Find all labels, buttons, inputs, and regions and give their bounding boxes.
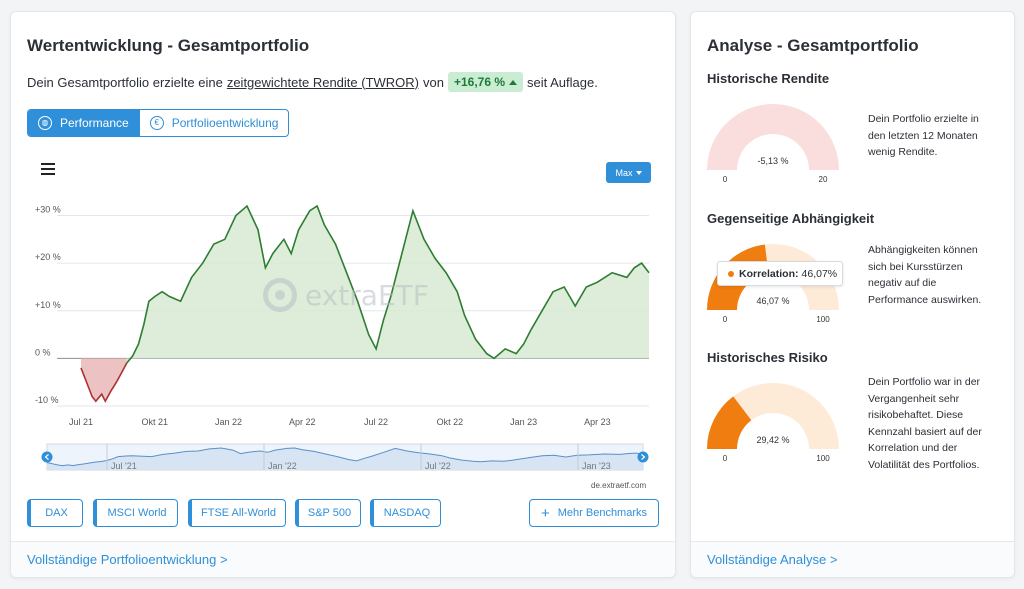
x-tick-label: Jul 22 (364, 417, 388, 427)
plus-icon: + (540, 504, 550, 522)
navigator-label: Jan '23 (582, 461, 611, 471)
chart-credit: de.extraetf.com (591, 481, 647, 490)
description-correlation: Abhängigkeiten können sich bei Kursstürz… (868, 244, 982, 306)
summary-text-after: seit Auflage. (527, 74, 598, 90)
x-tick-label: Okt 22 (437, 417, 464, 427)
range-label: Max (615, 167, 633, 178)
more-benchmarks-label: Mehr Benchmarks (557, 507, 648, 519)
gauge-min: 0 (723, 454, 728, 463)
x-tick-label: Jan 23 (510, 417, 537, 427)
hamburger-menu-icon[interactable] (41, 163, 55, 178)
chevron-right-icon (641, 454, 646, 460)
euro-icon: € (149, 116, 164, 130)
x-tick-label: Apr 23 (584, 417, 611, 427)
section-title-historical-return: Historische Rendite (707, 71, 830, 86)
return-badge: +16,76 % (447, 72, 524, 92)
card-footer: Vollständige Portfolioentwicklung > (11, 541, 675, 577)
gauge-track (707, 104, 839, 170)
return-value: +16,76 % (453, 75, 506, 89)
gauge-max: 100 (816, 315, 830, 324)
correlation-tooltip: Korrelation: 46,07% (717, 261, 843, 286)
gauge-historical-risk: 29,42 % 0 100 (707, 383, 839, 463)
gauge-value: -5,13 % (757, 156, 788, 166)
benchmark-button-dax[interactable]: DAX (27, 499, 83, 527)
navigator-label: Jan '22 (268, 461, 297, 471)
extraetf-logo-icon (263, 278, 297, 312)
watermark-text: extraETF (305, 278, 429, 312)
navigator-right-handle[interactable] (637, 451, 649, 463)
y-tick-label: -10 % (35, 395, 59, 405)
performance-line (126, 204, 650, 364)
description-historical-return: Dein Portfolio erzielte in den letzten 1… (868, 113, 979, 158)
chevron-left-icon (44, 454, 49, 460)
orange-dot-icon (728, 270, 734, 277)
analysis-card: Analyse - Gesamtportfolio Historische Re… (690, 11, 1015, 578)
tooltip-value: 46,07% (801, 267, 838, 280)
card-title: Wertentwicklung - Gesamtportfolio (27, 36, 310, 55)
navigator-label: Jul '22 (425, 461, 451, 471)
view-toggle: ◍ Performance € Portfolioentwicklung (27, 109, 290, 137)
gauge-min: 0 (723, 175, 728, 184)
section-title-correlation: Gegenseitige Abhängigkeit (707, 211, 875, 226)
performance-card: Wertentwicklung - Gesamtportfolio Dein G… (10, 11, 676, 578)
gauge-historical-return: -5,13 % 0 20 (707, 104, 839, 184)
card-title: Analyse - Gesamtportfolio (707, 36, 919, 55)
description-historical-risk: Dein Portfolio war in der Vergangenheit … (868, 376, 982, 471)
tooltip-label: Korrelation: (739, 267, 799, 280)
gauge-min: 0 (723, 315, 728, 324)
globe-icon: ◍ (38, 116, 52, 130)
section-title-historical-risk: Historisches Risiko (707, 350, 828, 365)
tab-label: Portfolioentwicklung (171, 116, 279, 130)
summary-text: Dein Gesamtportfolio erzielte eine (27, 74, 223, 90)
gauge-max: 100 (816, 454, 830, 463)
benchmark-button-sp500[interactable]: S&P 500 (295, 499, 361, 527)
tab-label: Performance (60, 116, 129, 130)
chevron-down-icon (635, 170, 642, 175)
x-tick-label: Jan 22 (215, 417, 242, 427)
negative-area (81, 358, 127, 402)
more-benchmarks-button[interactable]: + Mehr Benchmarks (529, 499, 659, 527)
benchmark-button-nasdaq[interactable]: NASDAQ (370, 499, 441, 527)
card-footer: Vollständige Analyse > (691, 541, 1014, 577)
y-tick-label: +10 % (35, 300, 61, 310)
x-tick-label: Okt 21 (142, 417, 169, 427)
navigator-label: Jul '21 (111, 461, 137, 471)
x-tick-label: Jul 21 (69, 417, 93, 427)
x-tick-label: Apr 22 (289, 417, 316, 427)
arrow-up-icon (509, 79, 518, 85)
watermark: extraETF (263, 278, 429, 312)
navigator-line (46, 447, 644, 467)
range-select-button[interactable]: Max (606, 162, 651, 183)
gauge-value: 46,07 % (756, 296, 789, 306)
twror-link[interactable]: zeitgewichtete Rendite (TWROR) (226, 74, 419, 90)
gauge-value: 29,42 % (756, 435, 789, 445)
full-portfolio-development-link[interactable]: Vollständige Portfolioentwicklung > (27, 552, 228, 567)
y-tick-label: +30 % (35, 205, 61, 215)
navigator-left-handle[interactable] (41, 451, 53, 463)
performance-chart: +30 % +20 % +10 % 0 % -10 % Jul 21 Okt 21 Jan 2… (35, 204, 650, 427)
range-navigator[interactable]: Jul '21 Jan '22 Jul '22 Jan '23 (31, 440, 651, 474)
benchmark-button-msci-world[interactable]: MSCI World (93, 499, 178, 527)
full-analysis-link[interactable]: Vollständige Analyse > (707, 552, 838, 567)
positive-area (126, 206, 649, 364)
negative-line (80, 362, 128, 403)
y-tick-label: +20 % (35, 252, 61, 262)
tab-performance[interactable]: ◍ Performance (28, 110, 139, 136)
gauge-max: 20 (819, 175, 828, 184)
benchmark-button-ftse-all-world[interactable]: FTSE All-World (188, 499, 286, 527)
summary-text-mid: von (423, 74, 444, 90)
tab-portfolioentwicklung[interactable]: € Portfolioentwicklung (138, 110, 289, 136)
y-tick-label: 0 % (35, 347, 51, 357)
return-summary: Dein Gesamtportfolio erzielte eine zeitg… (27, 72, 598, 92)
gauge-fill (707, 396, 752, 449)
